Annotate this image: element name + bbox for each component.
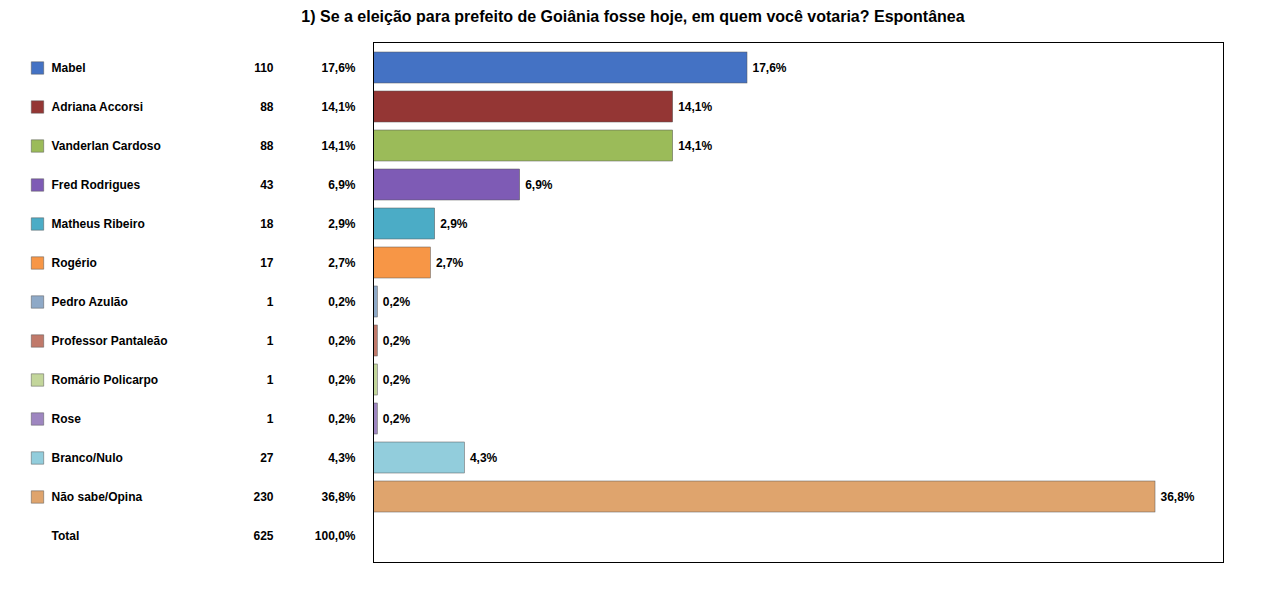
svg-text:0,2%: 0,2% xyxy=(328,295,356,309)
svg-text:2,7%: 2,7% xyxy=(328,256,356,270)
svg-text:6,9%: 6,9% xyxy=(328,178,356,192)
svg-text:0,2%: 0,2% xyxy=(383,373,411,387)
svg-text:1: 1 xyxy=(267,373,274,387)
svg-text:17: 17 xyxy=(260,256,274,270)
svg-text:17,6%: 17,6% xyxy=(753,61,787,75)
svg-text:0,2%: 0,2% xyxy=(328,373,356,387)
svg-text:17,6%: 17,6% xyxy=(321,61,355,75)
svg-text:88: 88 xyxy=(260,100,274,114)
svg-text:2,9%: 2,9% xyxy=(440,217,468,231)
svg-text:43: 43 xyxy=(260,178,274,192)
svg-text:2,7%: 2,7% xyxy=(436,256,464,270)
svg-text:Branco/Nulo: Branco/Nulo xyxy=(52,451,123,465)
svg-text:4,3%: 4,3% xyxy=(328,451,356,465)
svg-text:36,8%: 36,8% xyxy=(321,490,355,504)
svg-text:110: 110 xyxy=(254,61,274,75)
svg-text:14,1%: 14,1% xyxy=(678,100,712,114)
svg-text:Não sabe/Opina: Não sabe/Opina xyxy=(52,490,143,504)
svg-text:2,9%: 2,9% xyxy=(328,217,356,231)
svg-text:100,0%: 100,0% xyxy=(315,529,356,543)
html-text:1) Se a eleição para prefeito: 1) Se a eleição para prefeito de Goiânia… xyxy=(301,8,965,25)
svg-text:14,1%: 14,1% xyxy=(678,139,712,153)
svg-text:Pedro Azulão: Pedro Azulão xyxy=(52,295,128,309)
svg-text:Rogério: Rogério xyxy=(52,256,97,270)
svg-text:230: 230 xyxy=(253,490,273,504)
svg-text:Vanderlan Cardoso: Vanderlan Cardoso xyxy=(52,139,161,153)
svg-text:0,2%: 0,2% xyxy=(383,412,411,426)
svg-text:88: 88 xyxy=(260,139,274,153)
svg-text:0,2%: 0,2% xyxy=(383,334,411,348)
svg-text:1: 1 xyxy=(267,334,274,348)
svg-text:4,3%: 4,3% xyxy=(470,451,498,465)
svg-text:1: 1 xyxy=(267,412,274,426)
svg-text:6,9%: 6,9% xyxy=(525,178,553,192)
svg-text:36,8%: 36,8% xyxy=(1161,490,1195,504)
svg-text:18: 18 xyxy=(260,217,274,231)
svg-text:1: 1 xyxy=(267,295,274,309)
svg-text:Fred Rodrigues: Fred Rodrigues xyxy=(52,178,141,192)
svg-text:0,2%: 0,2% xyxy=(328,334,356,348)
svg-text:Rose: Rose xyxy=(52,412,82,426)
svg-text:Total: Total xyxy=(52,529,80,543)
svg-text:Romário Policarpo: Romário Policarpo xyxy=(52,373,159,387)
svg-text:Mabel: Mabel xyxy=(52,61,86,75)
svg-text:27: 27 xyxy=(260,451,274,465)
svg-text:14,1%: 14,1% xyxy=(321,100,355,114)
svg-text:14,1%: 14,1% xyxy=(321,139,355,153)
svg-text:Matheus Ribeiro: Matheus Ribeiro xyxy=(52,217,145,231)
svg-text:625: 625 xyxy=(253,529,273,543)
svg-text:0,2%: 0,2% xyxy=(383,295,411,309)
svg-text:Professor Pantaleão: Professor Pantaleão xyxy=(52,334,168,348)
svg-text:Adriana Accorsi: Adriana Accorsi xyxy=(52,100,144,114)
svg-text:0,2%: 0,2% xyxy=(328,412,356,426)
